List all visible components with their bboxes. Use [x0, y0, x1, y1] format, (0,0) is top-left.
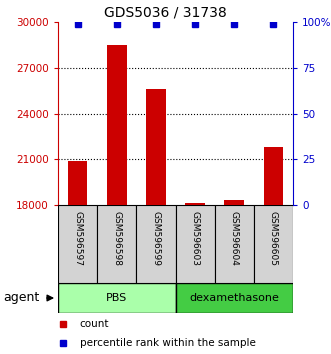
- Text: agent: agent: [3, 291, 40, 304]
- Text: GDS5036 / 31738: GDS5036 / 31738: [104, 5, 227, 19]
- Bar: [224, 200, 244, 205]
- Text: percentile rank within the sample: percentile rank within the sample: [80, 337, 256, 348]
- Bar: [185, 204, 205, 205]
- Bar: [68, 161, 87, 205]
- Bar: [136, 205, 175, 283]
- Text: dexamethasone: dexamethasone: [189, 293, 279, 303]
- Text: PBS: PBS: [106, 293, 127, 303]
- Bar: [107, 45, 126, 205]
- Text: GSM596597: GSM596597: [73, 211, 82, 266]
- Bar: [58, 205, 97, 283]
- Bar: [97, 205, 136, 283]
- Text: GSM596605: GSM596605: [269, 211, 278, 266]
- Text: GSM596598: GSM596598: [112, 211, 121, 266]
- Bar: [263, 147, 283, 205]
- Text: count: count: [80, 319, 109, 330]
- Bar: [175, 283, 293, 313]
- Bar: [215, 205, 254, 283]
- Bar: [58, 283, 175, 313]
- Text: GSM596603: GSM596603: [191, 211, 200, 266]
- Bar: [254, 205, 293, 283]
- Bar: [175, 205, 215, 283]
- Text: GSM596599: GSM596599: [151, 211, 161, 266]
- Text: GSM596604: GSM596604: [230, 211, 239, 266]
- Bar: [146, 89, 166, 205]
